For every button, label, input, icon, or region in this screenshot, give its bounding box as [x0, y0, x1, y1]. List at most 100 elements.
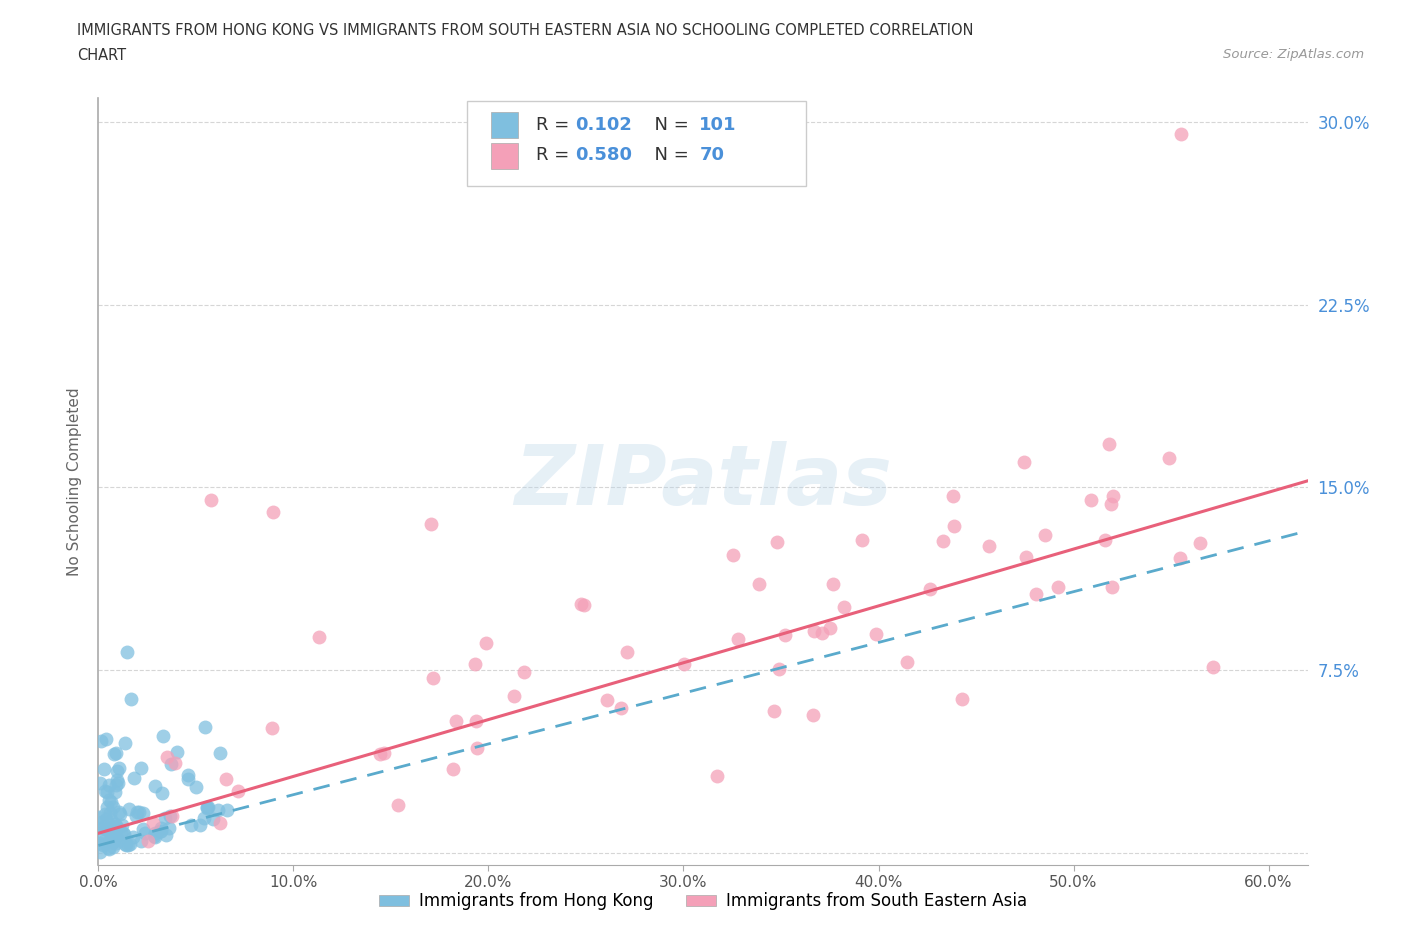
Point — [150, 820, 173, 835]
Point — [1202, 659, 1225, 674]
Point — [101, 840, 124, 855]
Point — [1159, 451, 1181, 466]
Text: 101: 101 — [699, 115, 737, 134]
Text: Source: ZipAtlas.com: Source: ZipAtlas.com — [1223, 48, 1364, 61]
Point — [166, 744, 188, 759]
Point — [107, 776, 129, 790]
Point — [441, 762, 464, 777]
Point — [368, 747, 391, 762]
Point — [180, 817, 202, 832]
FancyBboxPatch shape — [492, 113, 517, 139]
Point — [197, 800, 219, 815]
Text: R =: R = — [536, 115, 575, 134]
Point — [1025, 586, 1047, 601]
Point — [112, 826, 135, 841]
Point — [150, 786, 173, 801]
Point — [118, 836, 141, 851]
Point — [1033, 527, 1056, 542]
Point — [942, 489, 965, 504]
Point — [207, 803, 229, 817]
Text: ZIPatlas: ZIPatlas — [515, 441, 891, 522]
Point — [160, 757, 183, 772]
FancyBboxPatch shape — [467, 101, 806, 186]
Point — [100, 826, 122, 841]
Point — [464, 657, 486, 671]
FancyBboxPatch shape — [492, 143, 517, 169]
Point — [896, 655, 918, 670]
Point — [143, 826, 166, 841]
Point — [195, 799, 218, 814]
Point — [162, 809, 184, 824]
Point — [96, 800, 118, 815]
Point — [773, 628, 796, 643]
Point — [1015, 550, 1038, 565]
Point — [100, 825, 122, 840]
Point — [129, 833, 152, 848]
Point — [918, 581, 941, 596]
Point — [820, 620, 842, 635]
Point — [142, 829, 165, 844]
Point — [105, 773, 128, 788]
Point — [502, 688, 524, 703]
Point — [152, 728, 174, 743]
Point — [188, 817, 211, 832]
Point — [103, 747, 125, 762]
Point — [105, 819, 128, 834]
Point — [262, 504, 284, 519]
Y-axis label: No Schooling Completed: No Schooling Completed — [67, 387, 83, 576]
Point — [821, 577, 844, 591]
Point — [1188, 535, 1211, 550]
Text: 70: 70 — [699, 146, 724, 165]
Point — [97, 842, 120, 857]
Point — [226, 784, 249, 799]
Text: R =: R = — [536, 146, 575, 165]
Point — [150, 824, 173, 839]
Point — [93, 806, 115, 821]
Point — [103, 818, 125, 833]
Point — [107, 804, 129, 819]
Point — [193, 810, 215, 825]
Point — [134, 826, 156, 841]
Point — [93, 762, 115, 777]
Text: IMMIGRANTS FROM HONG KONG VS IMMIGRANTS FROM SOUTH EASTERN ASIA NO SCHOOLING COM: IMMIGRANTS FROM HONG KONG VS IMMIGRANTS … — [77, 23, 974, 38]
Point — [569, 596, 592, 611]
Point — [977, 538, 1000, 553]
Point — [200, 492, 222, 507]
Point — [513, 665, 536, 680]
Point — [117, 838, 139, 853]
Point — [104, 830, 127, 845]
Point — [105, 764, 128, 778]
Point — [157, 820, 180, 835]
Point — [596, 693, 619, 708]
Point — [136, 833, 159, 848]
Point — [706, 768, 728, 783]
Point — [616, 644, 638, 659]
Point — [768, 662, 790, 677]
Text: 0.580: 0.580 — [575, 146, 631, 165]
Point — [1101, 579, 1123, 594]
Point — [108, 761, 131, 776]
Point — [156, 750, 179, 764]
Point — [94, 822, 117, 837]
Point — [177, 768, 200, 783]
Point — [104, 778, 127, 793]
Point — [186, 779, 208, 794]
Point — [112, 826, 135, 841]
Text: N =: N = — [643, 146, 695, 165]
Point — [104, 817, 127, 831]
Point — [672, 657, 695, 671]
Point — [90, 815, 112, 830]
Point — [260, 721, 283, 736]
Point — [373, 746, 395, 761]
Text: 0.102: 0.102 — [575, 115, 631, 134]
Point — [932, 534, 955, 549]
Point — [98, 792, 121, 807]
Point — [865, 627, 887, 642]
Point — [125, 808, 148, 823]
Point — [1080, 492, 1102, 507]
Point — [803, 623, 825, 638]
Point — [727, 631, 749, 646]
Point — [195, 801, 218, 816]
Point — [1098, 436, 1121, 451]
Point — [121, 830, 143, 844]
